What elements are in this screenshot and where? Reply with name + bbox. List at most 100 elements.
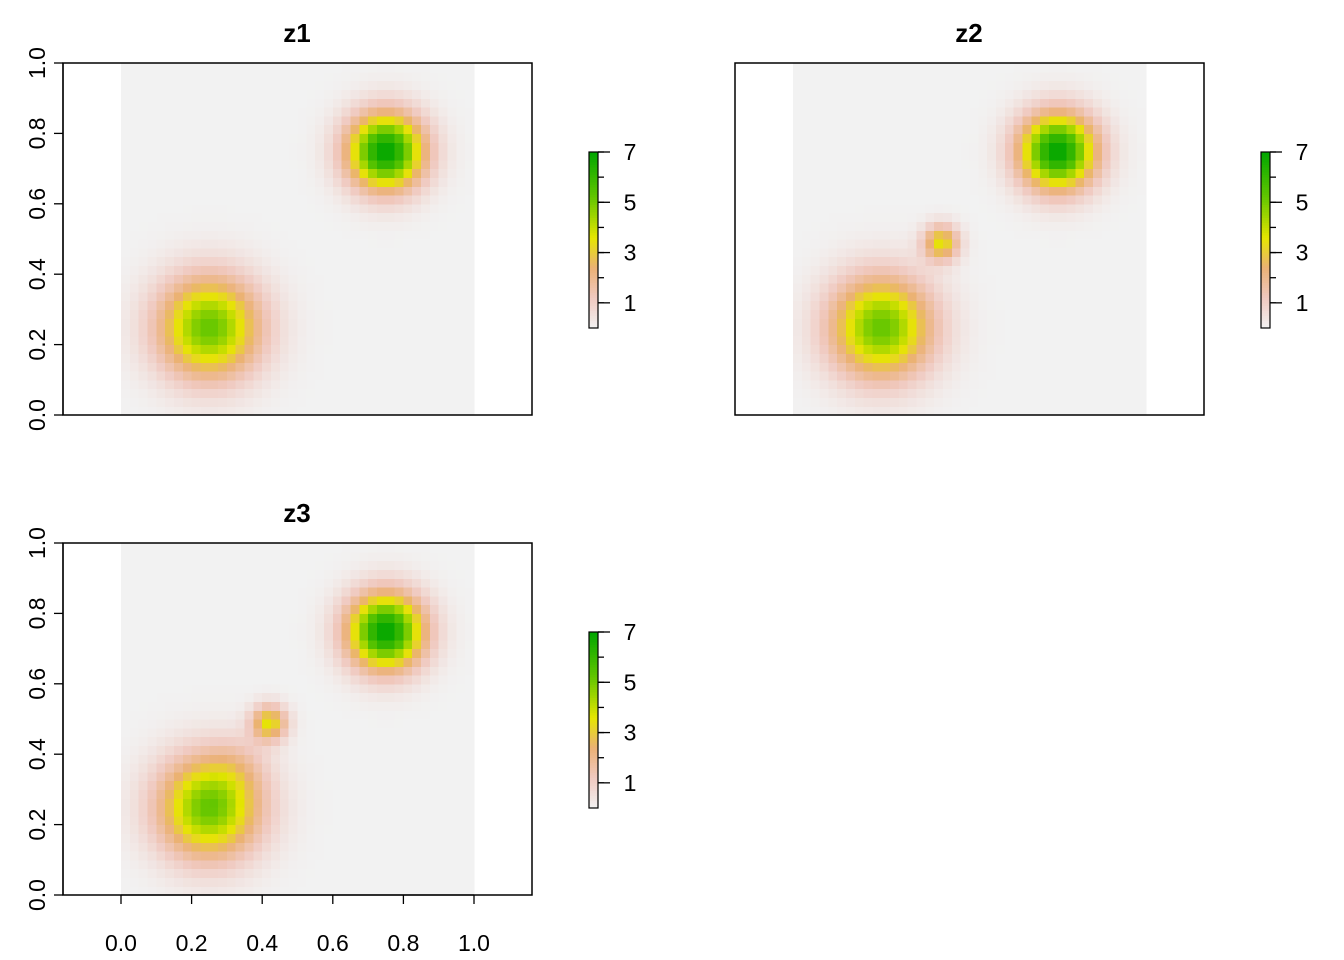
heatmap-cell (1093, 283, 1103, 293)
heatmap-cell (341, 851, 352, 861)
heatmap-cell (429, 622, 440, 632)
heatmap-cell (394, 362, 404, 372)
heatmap-cell (121, 859, 131, 870)
heatmap-cell (1066, 379, 1076, 390)
heatmap-cell (907, 318, 918, 328)
heatmap-cell (1119, 406, 1129, 416)
heatmap-cell (1031, 159, 1041, 170)
heatmap-cell (359, 133, 369, 143)
heatmap-cell (173, 551, 184, 562)
heatmap-cell (200, 327, 210, 337)
heatmap-cell (200, 344, 210, 354)
heatmap-cell (925, 388, 935, 398)
heatmap-cell (297, 309, 307, 319)
heatmap-cell (332, 833, 343, 843)
heatmap-cell (235, 877, 246, 887)
heatmap-cell (412, 578, 422, 588)
heatmap-cell (385, 362, 396, 372)
heatmap-cell (279, 335, 290, 346)
heatmap-cell (209, 195, 219, 205)
heatmap-cell (315, 274, 325, 284)
heatmap-cell (323, 318, 334, 328)
heatmap-cell (1084, 203, 1094, 214)
heatmap-cell (306, 789, 316, 799)
heatmap-cell (323, 274, 334, 284)
heatmap-cell (872, 379, 882, 390)
heatmap-cell (1066, 177, 1076, 187)
heatmap-cell (1075, 195, 1085, 205)
heatmap-cell (1013, 247, 1024, 258)
heatmap-cell (368, 212, 378, 222)
heatmap-cell (907, 379, 918, 390)
heatmap-cell (297, 142, 307, 152)
heatmap-cell (819, 80, 829, 90)
heatmap-cell (165, 551, 175, 562)
heatmap-cell (173, 578, 184, 588)
heatmap-cell (819, 379, 829, 390)
heatmap-cell (421, 868, 431, 878)
heatmap-cell (1013, 203, 1024, 214)
heatmap-cell (1013, 168, 1024, 178)
heatmap-cell (1084, 274, 1094, 284)
heatmap-cell (253, 133, 263, 143)
heatmap-cell (1022, 335, 1032, 346)
heatmap-cell (438, 578, 449, 588)
heatmap-cell (969, 274, 979, 284)
heatmap-cell (1093, 371, 1103, 381)
heatmap-cell (253, 151, 263, 161)
heatmap-cell (1066, 353, 1076, 363)
heatmap-cell (138, 868, 149, 878)
heatmap-cell (385, 353, 396, 363)
legend-swatch (1261, 217, 1270, 221)
heatmap-cell (332, 63, 343, 73)
heatmap-cell (1110, 230, 1121, 240)
heatmap-cell (916, 335, 926, 346)
heatmap-cell (332, 265, 343, 275)
heatmap-cell (332, 256, 343, 266)
heatmap-cell (200, 151, 210, 161)
heatmap-cell (943, 124, 953, 134)
heatmap-cell (1057, 186, 1068, 196)
heatmap-cell (350, 371, 360, 381)
heatmap-cell (279, 133, 290, 143)
heatmap-cell (394, 265, 404, 275)
heatmap-cell (845, 159, 856, 170)
heatmap-cell (129, 327, 140, 337)
heatmap-cell (987, 335, 997, 346)
heatmap-cell (1119, 133, 1129, 143)
heatmap-cell (810, 300, 821, 310)
heatmap-cell (156, 789, 166, 799)
heatmap-cell (438, 604, 449, 614)
heatmap-cell (916, 239, 926, 249)
heatmap-cell (226, 833, 237, 843)
legend-swatch (589, 295, 598, 299)
heatmap-cell (147, 763, 157, 773)
heatmap-cell (1048, 353, 1059, 363)
heatmap-cell (253, 265, 263, 275)
heatmap-cell (1119, 195, 1129, 205)
heatmap-cell (447, 203, 457, 214)
heatmap-cell (315, 115, 325, 126)
heatmap-cell (438, 71, 449, 82)
heatmap-cell (341, 274, 352, 284)
heatmap-cell (465, 318, 475, 328)
heatmap-cell (429, 63, 440, 73)
heatmap-cell (1004, 186, 1015, 196)
heatmap-cell (925, 256, 935, 266)
heatmap-cell (129, 675, 140, 685)
heatmap-cell (1084, 335, 1094, 346)
heatmap-cell (429, 388, 440, 398)
heatmap-cell (916, 256, 926, 266)
heatmap-cell (872, 71, 882, 82)
heatmap-cell (969, 379, 979, 390)
heatmap-cell (253, 379, 263, 390)
heatmap-cell (447, 833, 457, 843)
heatmap-cell (1110, 239, 1121, 249)
heatmap-cell (244, 353, 254, 363)
heatmap-cell (200, 168, 210, 178)
heatmap-cell (341, 771, 352, 782)
heatmap-cell (403, 151, 413, 161)
heatmap-cell (943, 300, 953, 310)
heatmap-cell (359, 406, 369, 416)
